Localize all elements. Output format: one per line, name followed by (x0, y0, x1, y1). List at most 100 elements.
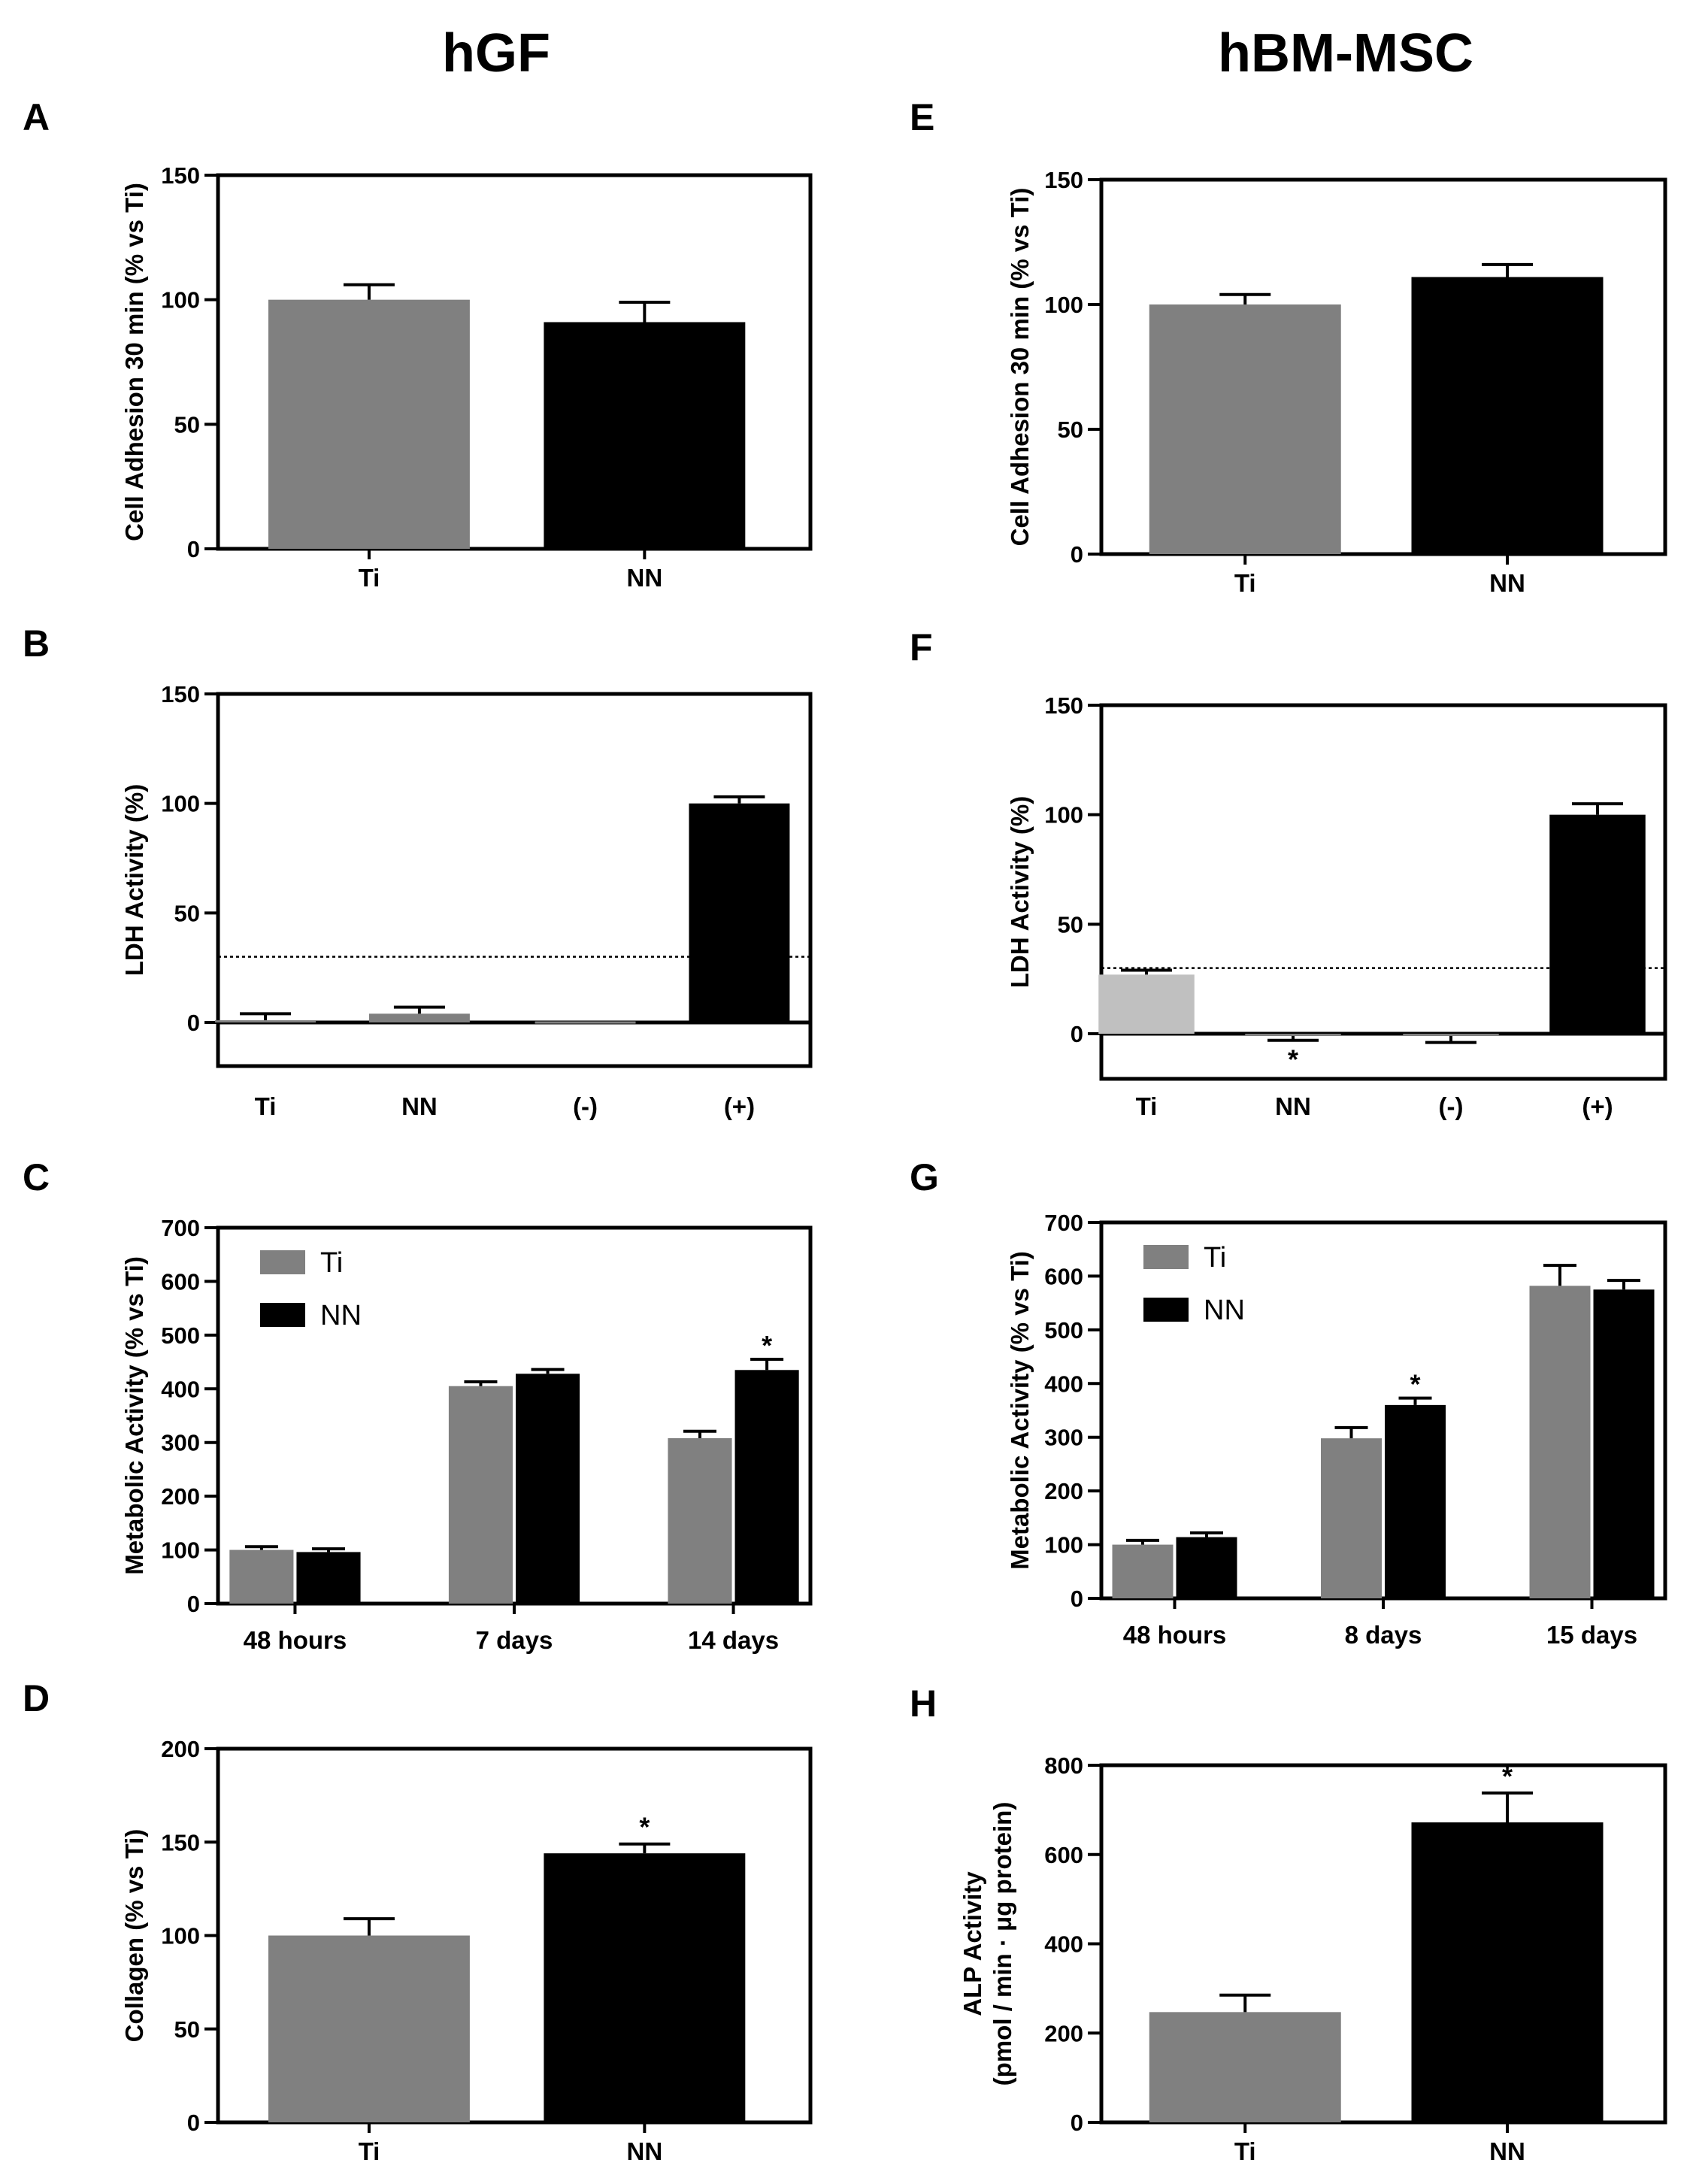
x-tick-label: Ti (1234, 2137, 1256, 2165)
y-tick-label: 100 (161, 1923, 200, 1949)
y-tick-label: 700 (1044, 1210, 1083, 1236)
y-axis-label: Cell Adhesion 30 min (% vs Ti) (1006, 188, 1034, 547)
plot-frame (216, 173, 813, 551)
panel-letter: A (23, 96, 50, 138)
y-tick-label: 0 (1071, 1021, 1083, 1047)
panel-letter: H (910, 1683, 937, 1725)
panel-letter: C (23, 1156, 50, 1198)
bar-nn (296, 1552, 361, 1604)
y-tick-label: 0 (187, 1010, 200, 1036)
bar-ti (1098, 974, 1195, 1034)
y-tick-label: 0 (187, 1591, 200, 1617)
significance-marker: * (1410, 1369, 1420, 1400)
bar-nn (516, 1374, 580, 1604)
y-tick-label: 50 (1058, 911, 1083, 938)
plot-frame (1099, 703, 1667, 1081)
legend-label-ti: Ti (1204, 1242, 1226, 1274)
x-tick-label: Ti (1234, 569, 1256, 597)
x-tick-label: NN (627, 564, 663, 592)
panel-letter: B (23, 622, 50, 665)
y-tick-label: 200 (1044, 2020, 1083, 2046)
x-tick-label: Ti (255, 1092, 277, 1120)
significance-marker: * (1288, 1044, 1298, 1075)
x-tick-label: Ti (359, 2137, 380, 2165)
panel-f: F 0 50 100 150 LDH Activity (%) Ti NN * (-) (+) (910, 626, 1667, 1120)
y-tick-label: 100 (1044, 1532, 1083, 1558)
panel-a: A 0 50 100 150 Cell Adhesion 30 min (% vs Ti)… (23, 96, 813, 592)
y-tick-label: 0 (1071, 2110, 1083, 2136)
legend-label-ti: Ti (320, 1247, 343, 1279)
panel-d: D 0 50 100 150 200 Collagen (% vs Ti) Ti NN * (23, 1677, 813, 2165)
x-tick-label: NN (1275, 1092, 1311, 1120)
x-tick-label: 8 days (1345, 1621, 1422, 1649)
panel-h: H 0 200 400 600 800 ALP Activity (pmol / min · … (910, 1683, 1667, 2165)
x-tick-label: (-) (573, 1092, 598, 1120)
bar-ti (1321, 1438, 1382, 1598)
legend-label-nn: NN (320, 1300, 362, 1331)
y-tick-label: 100 (1044, 292, 1083, 318)
y-tick-label: 200 (1044, 1478, 1083, 1504)
bar-ti (1112, 1544, 1174, 1598)
bar-nn (1245, 1034, 1341, 1036)
y-tick-label: 150 (161, 681, 200, 707)
x-tick-label: NN (1489, 569, 1525, 597)
x-tick-label: 48 hours (1123, 1621, 1227, 1649)
x-tick-label: 14 days (688, 1626, 779, 1654)
panel-b: B 0 50 100 150 LDH Activity (%) Ti NN (-) (+) (23, 622, 813, 1120)
x-tick-label: NN (401, 1092, 438, 1120)
x-tick-label: NN (627, 2137, 663, 2165)
bar-nn (734, 1370, 799, 1604)
y-tick-label: 150 (1044, 167, 1083, 193)
y-tick-label: 500 (161, 1322, 200, 1349)
panel-c: C 0 100 200 300 400 500 600 700 Metabolic Activit… (23, 1156, 813, 1654)
y-tick-label: 400 (161, 1376, 200, 1402)
y-tick-label: 200 (161, 1483, 200, 1510)
bar- (535, 1021, 636, 1024)
bar-ti (215, 1020, 316, 1023)
bar- (689, 803, 790, 1022)
x-tick-label: (+) (1582, 1092, 1613, 1120)
bar-ti (229, 1549, 294, 1604)
y-tick-label: 50 (174, 900, 200, 926)
y-tick-label: 150 (161, 162, 200, 189)
column-title-hbm-msc: hBM-MSC (1218, 23, 1473, 83)
y-tick-label: 0 (1071, 541, 1083, 568)
x-tick-label: 15 days (1546, 1621, 1637, 1649)
bar- (1549, 814, 1646, 1034)
x-tick-label: 7 days (476, 1626, 553, 1654)
panel-letter: D (23, 1677, 50, 1719)
y-tick-label: 600 (1044, 1263, 1083, 1289)
y-tick-label: 100 (161, 791, 200, 817)
bar-nn (368, 1013, 470, 1022)
y-axis-label: LDH Activity (%) (120, 784, 148, 976)
bar-ti (268, 1935, 470, 2122)
x-tick-label: (+) (724, 1092, 755, 1120)
y-tick-label: 600 (161, 1268, 200, 1295)
y-tick-label: 800 (1044, 1752, 1083, 1779)
y-tick-label: 50 (174, 411, 200, 438)
legend-swatch-nn (1143, 1298, 1189, 1322)
y-tick-label: 50 (174, 2016, 200, 2043)
legend-swatch-nn (260, 1303, 305, 1327)
x-tick-label: (-) (1439, 1092, 1464, 1120)
y-tick-label: 150 (1044, 692, 1083, 719)
y-axis-label: Collagen (% vs Ti) (120, 1829, 148, 2043)
x-tick-label: Ti (1136, 1092, 1158, 1120)
y-axis-label: Metabolic Activity (% vs Ti) (120, 1256, 148, 1575)
y-tick-label: 400 (1044, 1931, 1083, 1958)
panel-letter: E (910, 96, 934, 138)
x-tick-label: Ti (359, 564, 380, 592)
column-title-hgf: hGF (442, 23, 550, 83)
plot-frame (216, 692, 813, 1068)
y-tick-label: 600 (1044, 1842, 1083, 1868)
bar-ti (668, 1438, 732, 1604)
y-tick-label: 400 (1044, 1371, 1083, 1397)
y-axis-label: Cell Adhesion 30 min (% vs Ti) (120, 183, 148, 541)
significance-marker: * (1502, 1761, 1513, 1792)
y-tick-label: 150 (161, 1829, 200, 1855)
y-tick-label: 200 (161, 1736, 200, 1762)
legend-swatch-ti (260, 1250, 305, 1274)
y-tick-label: 0 (187, 2110, 200, 2136)
bar-nn (1593, 1289, 1655, 1598)
y-tick-label: 100 (1044, 802, 1083, 828)
